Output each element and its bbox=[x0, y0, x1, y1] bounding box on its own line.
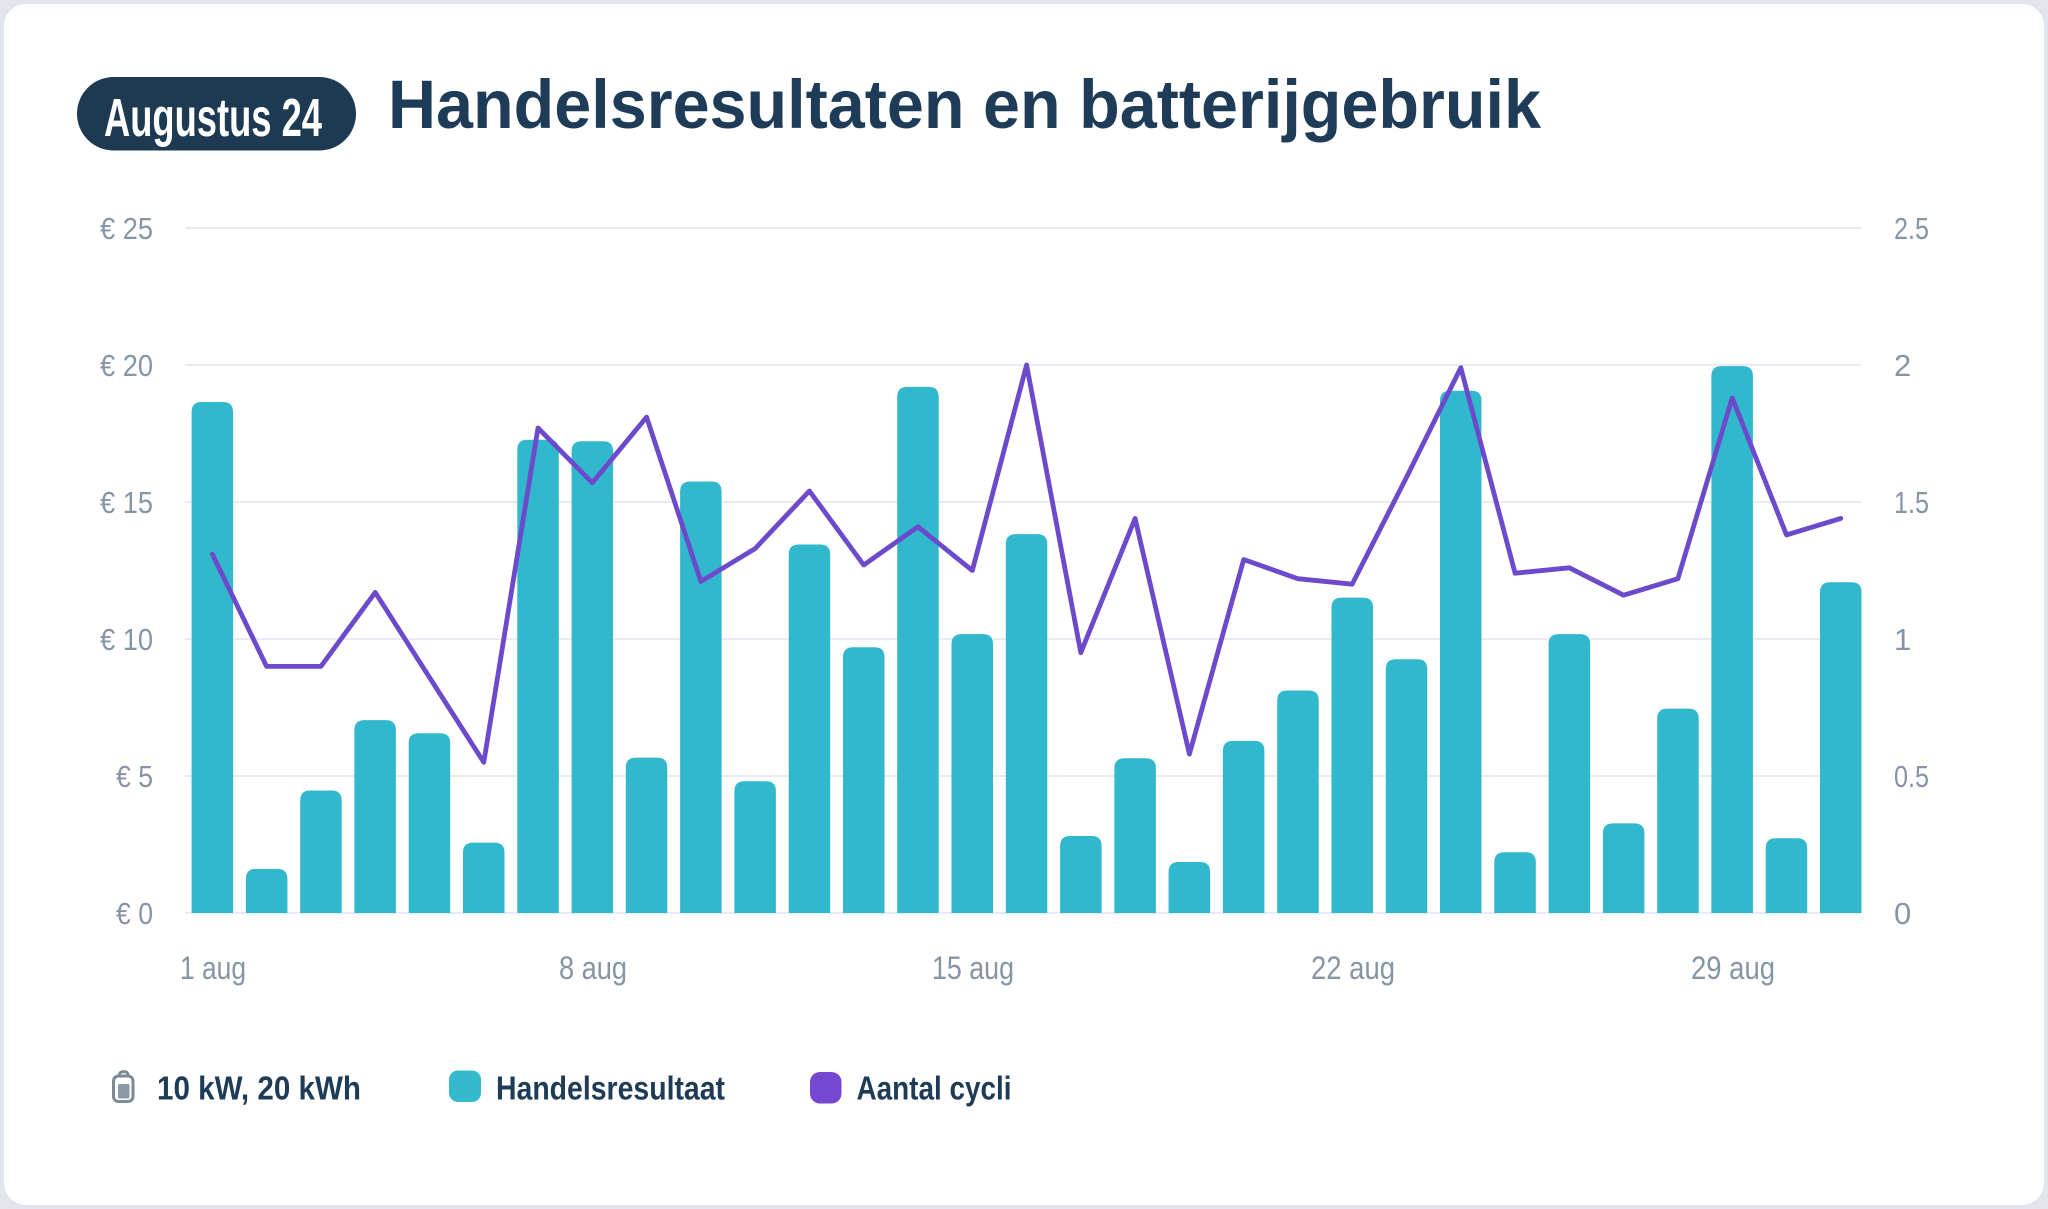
svg-text:1.5: 1.5 bbox=[1894, 485, 1929, 520]
svg-text:Handelsresultaten en batterijg: Handelsresultaten en batterijgebruik bbox=[388, 66, 1542, 143]
svg-text:15 aug: 15 aug bbox=[932, 950, 1014, 986]
svg-text:8 aug: 8 aug bbox=[559, 950, 627, 986]
svg-text:10 kW, 20 kWh: 10 kW, 20 kWh bbox=[157, 1070, 361, 1107]
svg-text:€ 25: € 25 bbox=[100, 211, 153, 246]
svg-text:Augustus 24: Augustus 24 bbox=[104, 88, 322, 148]
svg-text:2: 2 bbox=[1894, 348, 1911, 383]
svg-text:1 aug: 1 aug bbox=[180, 950, 246, 986]
svg-text:€ 15: € 15 bbox=[100, 485, 153, 520]
svg-text:Aantal cycli: Aantal cycli bbox=[857, 1070, 1012, 1107]
svg-text:Handelsresultaat: Handelsresultaat bbox=[496, 1070, 725, 1107]
svg-text:0.5: 0.5 bbox=[1894, 759, 1929, 794]
svg-text:0: 0 bbox=[1894, 896, 1911, 931]
svg-text:2.5: 2.5 bbox=[1894, 211, 1929, 246]
svg-text:€ 10: € 10 bbox=[100, 622, 153, 657]
svg-text:€ 20: € 20 bbox=[100, 348, 153, 383]
svg-text:€ 5: € 5 bbox=[116, 759, 153, 794]
svg-text:22 aug: 22 aug bbox=[1311, 950, 1395, 986]
svg-text:29 aug: 29 aug bbox=[1691, 950, 1775, 986]
svg-text:€ 0: € 0 bbox=[116, 896, 153, 931]
svg-text:1: 1 bbox=[1894, 622, 1911, 657]
